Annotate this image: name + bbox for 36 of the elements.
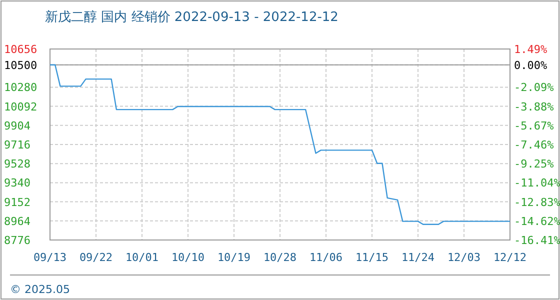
y2-tick-label: -2.09% [514,81,554,94]
y-tick-label: 10092 [4,100,38,114]
x-tick-label: 12/12 [493,251,527,264]
x-tick-label: 10/19 [217,251,251,264]
y2-tick-label: -3.88% [514,100,554,114]
x-tick-label: 09/22 [79,251,113,264]
x-tick-label: 12/03 [447,251,481,264]
x-tick-label: 10/10 [171,251,205,264]
y2-tick-label: -9.25% [514,158,554,171]
y-tick-label: 9152 [4,196,30,209]
y2-tick-label: -14.62% [514,214,560,228]
chart-title: 新戊二醇 国内 经销价 2022-09-13 - 2022-12-12 [45,10,338,25]
y2-tick-label: -7.46% [514,138,554,152]
y2-tick-label: 1.49% [514,43,548,56]
y2-tick-label: 0.00% [514,58,548,72]
y-tick-label: 10280 [4,81,38,94]
y-tick-label: 9340 [4,176,30,190]
y-tick-label: 9716 [4,138,30,152]
y2-tick-label: -5.67% [514,119,554,132]
text: © 2025.05 [10,283,70,296]
line-series [49,64,511,225]
y-tick-label: 9904 [4,119,31,132]
y-tick-label: 8776 [4,234,30,247]
x-tick-label: 11/24 [401,251,435,264]
x-tick-label: 10/01 [125,251,159,264]
y2-tick-label: -11.04% [514,176,560,190]
y-tick-label: 10500 [4,58,38,72]
x-tick-label: 11/06 [309,251,343,264]
y-tick-label: 10656 [4,43,38,56]
x-tick-label: 10/28 [263,251,297,264]
y-tick-label: 8964 [4,214,31,228]
y-tick-label: 9528 [4,158,30,171]
x-tick-label: 11/15 [355,251,389,264]
y2-tick-label: -12.83% [514,196,560,209]
y2-tick-label: -16.41% [514,234,560,247]
x-tick-label: 09/13 [33,251,67,264]
